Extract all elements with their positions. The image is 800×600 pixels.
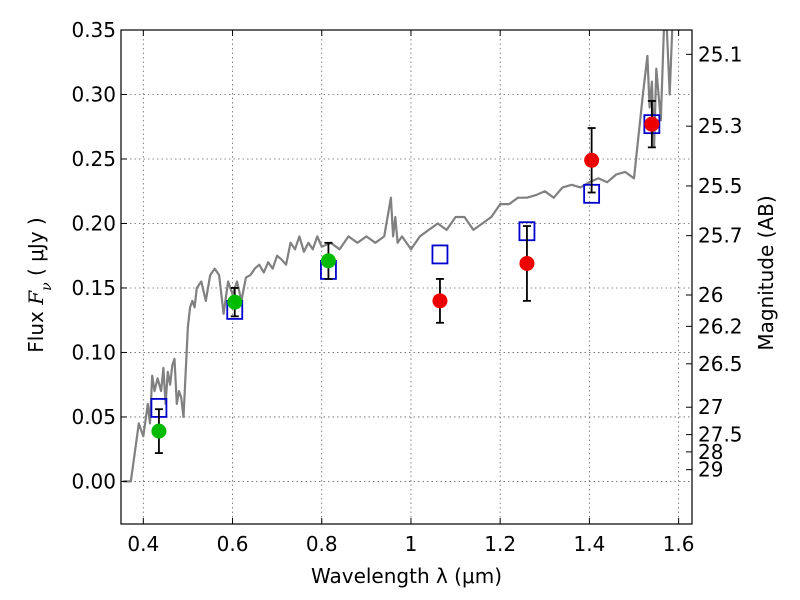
right-tick-label: 26.2: [698, 314, 743, 338]
x-tick-label: 0.6: [217, 532, 249, 556]
model-square-marker: [431, 244, 449, 265]
optical-point-marker: [227, 294, 243, 310]
x-tick-label: 1.2: [484, 532, 516, 556]
grid-lines: [121, 29, 692, 524]
plot-data: [123, 30, 680, 483]
svg-text:Flux Fν ( μJy ): Flux Fν ( μJy ): [24, 217, 55, 352]
template-spectrum-line: [123, 30, 680, 483]
right-tick-label: 26: [698, 283, 723, 307]
y-axis-label-var: F: [24, 290, 48, 306]
optical-point-marker: [151, 423, 167, 439]
y-axis-label-unit: ( μJy ): [24, 217, 48, 282]
y-tick-label: 0.05: [71, 405, 116, 429]
right-tick-label: 25.5: [698, 174, 743, 198]
axes-frame: [120, 29, 693, 525]
y-axis-label: Flux Fν ( μJy ): [24, 217, 55, 352]
x-tick-label: 1: [405, 532, 418, 556]
clipped-plot-area: [123, 30, 680, 483]
x-tick-label: 0.8: [306, 532, 338, 556]
y-tick-label: 0.35: [71, 18, 116, 42]
right-tick-label: 28: [698, 440, 723, 464]
nir-point-marker: [432, 293, 448, 309]
nir-point-marker: [644, 116, 660, 132]
right-tick-label: 25.1: [698, 42, 743, 66]
right-tick-label: 25.7: [698, 224, 743, 248]
y-tick-label: 0.25: [71, 147, 116, 171]
x-tick-label: 1.6: [663, 532, 695, 556]
right-tick-label: 25.3: [698, 114, 743, 138]
nir-point-marker: [584, 152, 600, 168]
y-tick-label: 0.15: [71, 276, 116, 300]
right-tick-label: 29: [698, 458, 723, 482]
y-tick-label: 0.30: [71, 82, 116, 106]
right-tick-label: 27.5: [698, 423, 743, 447]
y-tick-label: 0.20: [71, 211, 116, 235]
right-tick-label: 27: [698, 395, 723, 419]
nir-point-marker: [519, 255, 535, 271]
y-tick-label: 0.00: [71, 469, 116, 493]
right-axis-label: Magnitude (AB): [754, 195, 778, 350]
y-axis-label-sub: ν: [39, 282, 55, 291]
x-tick-label: 1.4: [573, 532, 605, 556]
x-axis-label: Wavelength λ (μm): [311, 564, 502, 588]
right-tick-label: 26.5: [698, 352, 743, 376]
y-tick-label: 0.10: [71, 340, 116, 364]
axis-ticks: 0.4 0.6 0.8 1 1.2 1.4 1.6 0.00 0.05 0.10 0.15 0.20 0…: [71, 18, 742, 556]
x-tick-label: 0.4: [127, 532, 159, 556]
optical-point-marker: [320, 253, 336, 269]
y-axis-label-prefix: Flux: [24, 305, 48, 353]
